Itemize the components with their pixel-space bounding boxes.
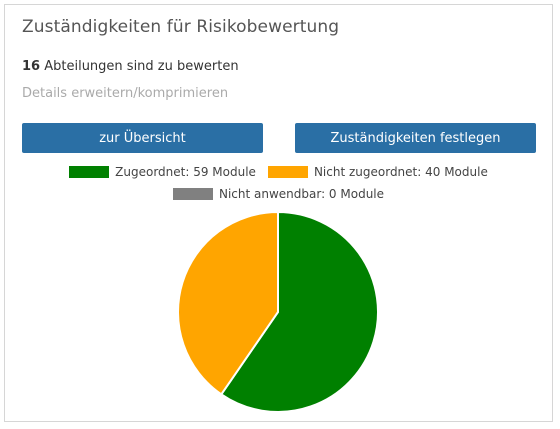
legend-label-unassigned: Nicht zugeordnet: 40 Module: [313, 165, 488, 179]
risk-assessment-panel: Zuständigkeiten für Risikobewertung 16 A…: [4, 4, 553, 422]
legend-row-2: Nicht anwendbar: 0 Module: [5, 187, 552, 201]
legend-label-assigned: Zugeordnet: 59 Module: [115, 165, 256, 179]
legend-item-assigned[interactable]: Zugeordnet: 59 Module: [69, 165, 256, 179]
pie-chart: [177, 210, 379, 413]
details-toggle-link[interactable]: Details erweitern/komprimieren: [22, 86, 229, 101]
pie-slice-zugeordnet[interactable]: [219, 210, 379, 413]
legend-row-1: Zugeordnet: 59 Module Nicht zugeordnet: …: [5, 165, 552, 179]
panel-title: Zuständigkeiten für Risikobewertung: [22, 17, 340, 37]
assign-responsibilities-button[interactable]: Zuständigkeiten festlegen: [295, 123, 536, 153]
legend-item-unassigned[interactable]: Nicht zugeordnet: 40 Module: [267, 165, 488, 179]
legend-swatch-not-applicable: [172, 188, 213, 200]
legend-swatch-assigned: [69, 166, 110, 178]
pie-slice-nicht-zugeordnet[interactable]: [177, 210, 279, 396]
legend-item-not-applicable[interactable]: Nicht anwendbar: 0 Module: [172, 187, 385, 201]
departments-summary-text: Abteilungen sind zu bewerten: [40, 59, 239, 74]
departments-count: 16: [22, 59, 41, 74]
legend-swatch-unassigned: [267, 166, 308, 178]
legend-label-not-applicable: Nicht anwendbar: 0 Module: [218, 187, 385, 201]
overview-button[interactable]: zur Übersicht: [22, 123, 263, 153]
departments-summary: 16 Abteilungen sind zu bewerten: [22, 59, 239, 74]
